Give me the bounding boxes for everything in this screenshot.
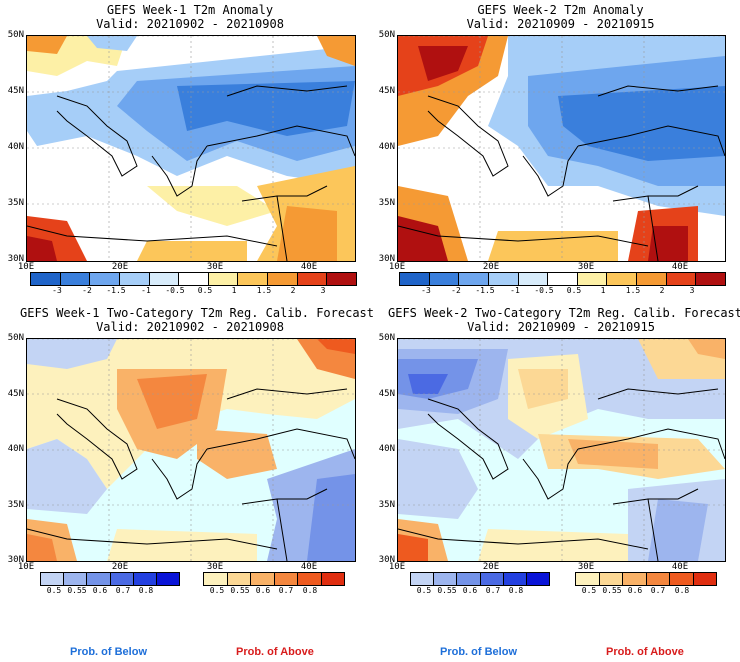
colorbar-tick: -3: [421, 286, 431, 295]
below-colorbar: [40, 572, 180, 586]
colorbar-tick: 0.7: [650, 586, 666, 595]
lat-label: 45N: [378, 389, 395, 399]
prob-below-label: Prob. of Below: [70, 646, 147, 658]
anomaly-colorbar: [399, 272, 726, 286]
colorbar-tick: 3: [689, 286, 695, 295]
colorbar-tick: -3: [52, 286, 62, 295]
lon-label: 20E: [482, 562, 500, 572]
lon-label: 30E: [206, 562, 224, 572]
lat-label: 30N: [7, 254, 24, 264]
lon-label: 10E: [17, 562, 35, 572]
lat-label: 35N: [7, 198, 24, 208]
above-colorbar: [575, 572, 717, 586]
colorbar-tick: 0.55: [230, 586, 250, 595]
panel-title: GEFS Week-1 T2m Anomaly: [106, 3, 274, 17]
colorbar-tick: 0.5: [581, 586, 597, 595]
colorbar-tick: 0.7: [115, 586, 131, 595]
colorbar-tick: -1: [141, 286, 151, 295]
colorbar-tick: 0.55: [437, 586, 457, 595]
colorbar-tick: 2: [290, 286, 296, 295]
prob-below-label: Prob. of Below: [440, 646, 517, 658]
lat-label: 35N: [378, 198, 395, 208]
colorbar-tick: 0.55: [67, 586, 87, 595]
prob-above-label: Prob. of Above: [606, 646, 684, 658]
panel-valid-date: Valid: 20210902 - 20210908: [96, 17, 284, 31]
colorbar-tick: 3: [320, 286, 326, 295]
colorbar-tick: 0.5: [209, 586, 225, 595]
colorbar-tick: 0.8: [138, 586, 154, 595]
lat-label: 40N: [378, 142, 395, 152]
lat-label: 40N: [7, 142, 24, 152]
prob-above-label: Prob. of Above: [236, 646, 314, 658]
colorbar-tick: 0.5: [197, 286, 213, 295]
lon-label: 40E: [671, 562, 689, 572]
lon-label: 30E: [206, 262, 224, 272]
lon-label: 40E: [300, 562, 318, 572]
lat-label: 30N: [7, 555, 24, 565]
panel-title: GEFS Week-1 Two-Category T2m Reg. Calib.…: [20, 306, 375, 320]
lon-label: 30E: [577, 562, 595, 572]
probability-map-week2: [397, 338, 726, 562]
colorbar-tick: 0.6: [92, 586, 108, 595]
colorbar-tick: -0.5: [534, 286, 554, 295]
colorbar-tick: 2: [659, 286, 665, 295]
lat-label: 35N: [7, 500, 24, 510]
panel-valid-date: Valid: 20210909 - 20210915: [466, 17, 655, 31]
colorbar-tick: -0.5: [165, 286, 185, 295]
lon-label: 20E: [111, 562, 129, 572]
panel-title: GEFS Week-2 Two-Category T2m Reg. Calib.…: [388, 306, 740, 320]
lat-label: 45N: [7, 86, 24, 96]
lon-label: 10E: [388, 262, 406, 272]
colorbar-tick: -1.5: [475, 286, 495, 295]
colorbar-tick: 0.8: [508, 586, 524, 595]
lat-label: 50N: [7, 30, 24, 40]
lat-label: 50N: [7, 333, 24, 343]
colorbar-tick: 0.6: [462, 586, 478, 595]
lat-label: 45N: [378, 86, 395, 96]
lon-label: 30E: [577, 262, 595, 272]
probability-map-week1: [26, 338, 356, 562]
below-colorbar: [410, 572, 550, 586]
panel-title: GEFS Week-2 T2m Anomaly: [477, 3, 644, 17]
lat-label: 40N: [7, 444, 24, 454]
anomaly-colorbar: [30, 272, 357, 286]
colorbar-tick: -2: [451, 286, 461, 295]
colorbar-tick: 0.5: [46, 586, 62, 595]
lon-label: 10E: [388, 562, 406, 572]
above-colorbar: [203, 572, 345, 586]
colorbar-tick: 0.5: [416, 586, 432, 595]
lon-label: 40E: [300, 262, 318, 272]
anomaly-map-week2: [397, 35, 726, 262]
colorbar-tick: 0.8: [674, 586, 690, 595]
lat-label: 40N: [378, 444, 395, 454]
colorbar-tick: 0.6: [627, 586, 643, 595]
colorbar-tick: 0.8: [302, 586, 318, 595]
lat-label: 30N: [378, 555, 395, 565]
colorbar-tick: 1: [600, 286, 606, 295]
lon-label: 40E: [671, 262, 689, 272]
colorbar-tick: -2: [82, 286, 92, 295]
panel-valid-date: Valid: 20210902 - 20210908: [96, 320, 284, 334]
lat-label: 30N: [378, 254, 395, 264]
lat-label: 45N: [7, 389, 24, 399]
lat-label: 35N: [378, 500, 395, 510]
anomaly-map-week1: [26, 35, 356, 262]
lon-label: 20E: [482, 262, 500, 272]
colorbar-tick: 1.5: [625, 286, 641, 295]
colorbar-tick: 0.55: [602, 586, 622, 595]
colorbar-tick: 0.5: [566, 286, 582, 295]
colorbar-tick: -1: [510, 286, 520, 295]
colorbar-tick: 1.5: [256, 286, 272, 295]
lon-label: 20E: [111, 262, 129, 272]
lat-label: 50N: [378, 333, 395, 343]
colorbar-tick: 0.6: [255, 586, 271, 595]
colorbar-tick: 0.7: [485, 586, 501, 595]
colorbar-tick: 1: [231, 286, 237, 295]
colorbar-tick: -1.5: [106, 286, 126, 295]
colorbar-tick: 0.7: [278, 586, 294, 595]
lon-label: 10E: [17, 262, 35, 272]
panel-valid-date: Valid: 20210909 - 20210915: [467, 320, 655, 334]
lat-label: 50N: [378, 30, 395, 40]
